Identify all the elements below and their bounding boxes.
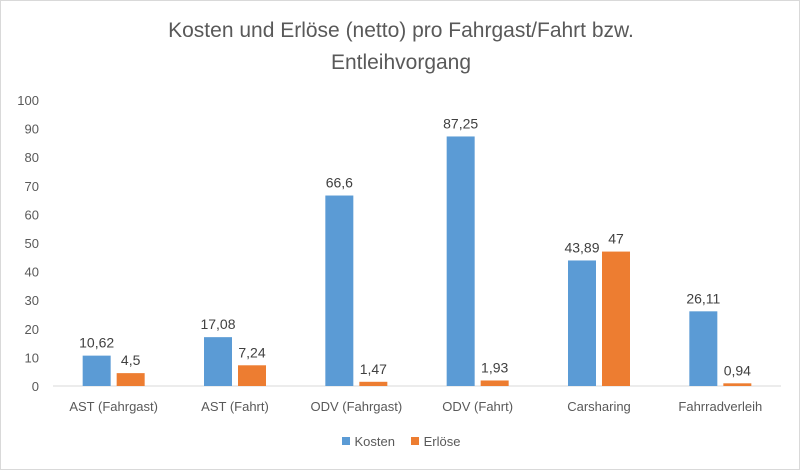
data-label-erloese: 0,94 bbox=[724, 362, 751, 378]
data-label-erloese: 1,93 bbox=[481, 359, 508, 375]
data-label-kosten: 43,89 bbox=[564, 239, 599, 255]
legend-label-erloese: Erlöse bbox=[423, 433, 461, 449]
chart-title: Kosten und Erlöse (netto) pro Fahrgast/F… bbox=[101, 15, 701, 79]
y-tick-label: 30 bbox=[25, 293, 39, 308]
bar-erloese bbox=[238, 365, 266, 386]
bar-kosten bbox=[568, 260, 596, 386]
data-label-erloese: 47 bbox=[608, 231, 624, 247]
x-tick-label: ODV (Fahrt) bbox=[442, 399, 513, 414]
x-tick-label: AST (Fahrgast) bbox=[69, 399, 158, 414]
bar-kosten bbox=[446, 136, 475, 386]
bar-kosten bbox=[204, 337, 232, 386]
data-label-erloese: 1,47 bbox=[360, 361, 387, 377]
legend: Kosten Erlöse bbox=[1, 433, 800, 449]
bar-kosten bbox=[82, 355, 111, 386]
y-tick-label: 90 bbox=[25, 122, 39, 137]
y-tick-label: 100 bbox=[17, 93, 39, 108]
legend-item-erloese: Erlöse bbox=[410, 433, 461, 449]
y-tick-label: 10 bbox=[25, 350, 39, 365]
y-tick-label: 20 bbox=[25, 322, 39, 337]
data-label-kosten: 66,6 bbox=[326, 175, 353, 191]
legend-swatch-erloese bbox=[410, 437, 419, 445]
bar-erloese bbox=[116, 373, 145, 386]
y-tick-label: 40 bbox=[25, 265, 39, 280]
x-tick-label: ODV (Fahrgast) bbox=[310, 399, 402, 414]
bar-chart: 0 10 20 30 40 50 60 70 80 90 100 10,62 4,5 AST (Fahrg… bbox=[17, 93, 781, 414]
bar-erloese bbox=[602, 251, 630, 386]
data-label-erloese: 7,24 bbox=[238, 344, 265, 360]
chart-title-line-2: Entleihvorgang bbox=[330, 51, 472, 74]
chart-title-line-1: Kosten und Erlöse (netto) pro Fahrgast/F… bbox=[168, 19, 634, 42]
bar-kosten bbox=[689, 311, 718, 386]
y-tick-label: 50 bbox=[25, 236, 39, 251]
data-label-kosten: 87,25 bbox=[443, 115, 478, 131]
x-tick-label: AST (Fahrt) bbox=[201, 399, 269, 414]
y-tick-label: 60 bbox=[25, 207, 39, 222]
data-label-kosten: 17,08 bbox=[200, 316, 235, 332]
bar-erloese bbox=[480, 380, 509, 386]
y-tick-label: 0 bbox=[32, 379, 39, 394]
bar-erloese bbox=[723, 383, 752, 386]
bar-kosten bbox=[325, 195, 354, 386]
x-tick-label: Carsharing bbox=[567, 399, 631, 414]
data-label-kosten: 10,62 bbox=[79, 335, 114, 351]
data-label-erloese: 4,5 bbox=[121, 352, 141, 368]
data-label-kosten: 26,11 bbox=[686, 290, 720, 306]
y-tick-label: 70 bbox=[25, 179, 39, 194]
bar-erloese bbox=[359, 381, 388, 386]
legend-item-kosten: Kosten bbox=[341, 433, 395, 449]
legend-swatch-kosten bbox=[341, 437, 350, 445]
x-tick-label: Fahrradverleih bbox=[678, 399, 762, 414]
y-tick-label: 80 bbox=[25, 150, 39, 165]
legend-label-kosten: Kosten bbox=[354, 433, 395, 449]
